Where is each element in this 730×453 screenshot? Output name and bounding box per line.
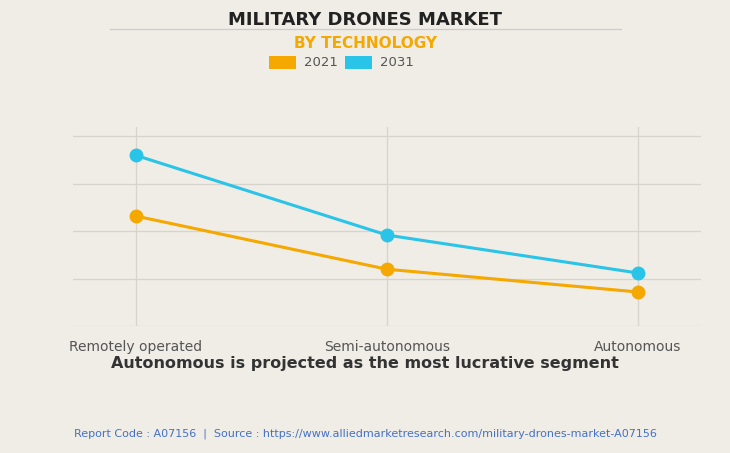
Text: 2021: 2021 — [304, 56, 337, 69]
Text: 2031: 2031 — [380, 56, 413, 69]
Text: MILITARY DRONES MARKET: MILITARY DRONES MARKET — [228, 11, 502, 29]
Text: BY TECHNOLOGY: BY TECHNOLOGY — [293, 36, 437, 51]
Text: Report Code : A07156  |  Source : https://www.alliedmarketresearch.com/military-: Report Code : A07156 | Source : https://… — [74, 428, 656, 439]
Text: Autonomous is projected as the most lucrative segment: Autonomous is projected as the most lucr… — [111, 356, 619, 371]
